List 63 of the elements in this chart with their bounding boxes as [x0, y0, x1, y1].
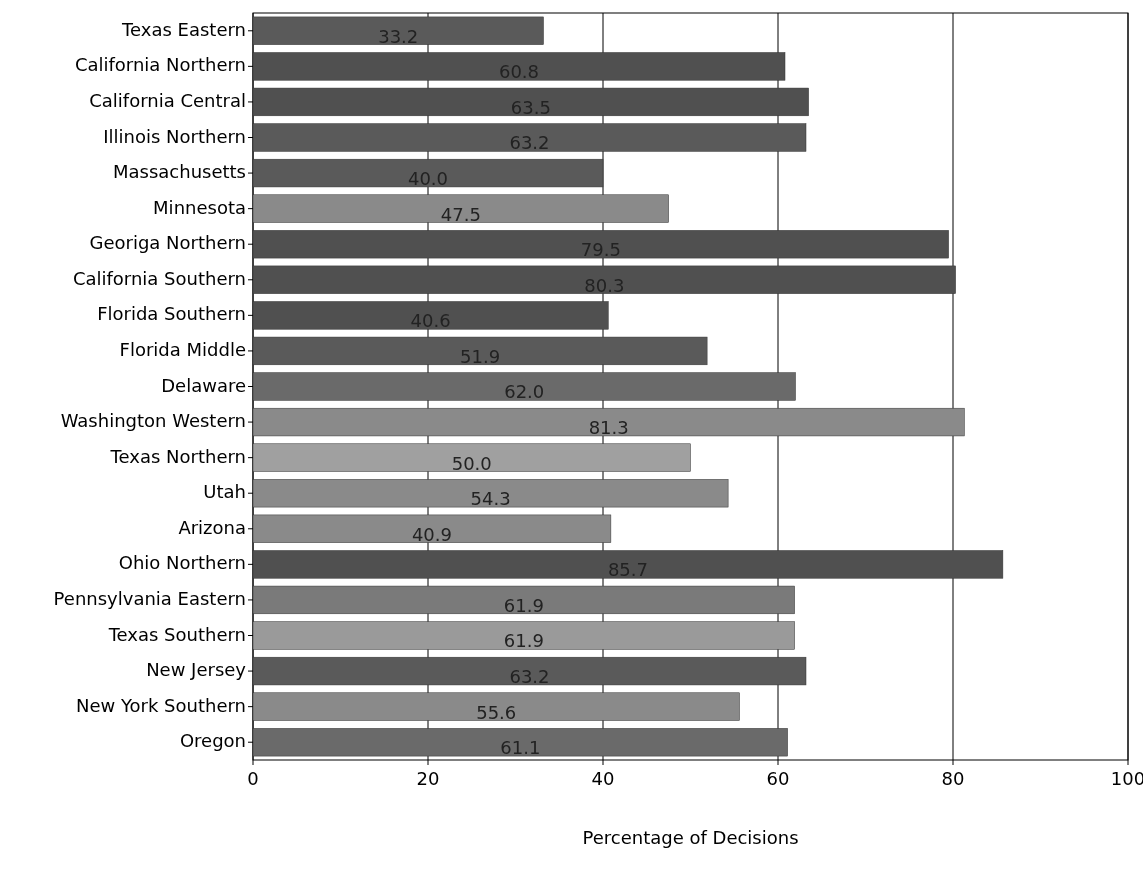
- data-label: 61.9: [503, 630, 544, 652]
- data-label: 61.9: [503, 594, 544, 616]
- bar: [252, 158, 604, 188]
- data-label: 40.9: [411, 523, 452, 545]
- data-label: 61.1: [500, 737, 541, 759]
- bar: [252, 479, 729, 508]
- bar: [252, 87, 809, 117]
- bar: [252, 52, 786, 81]
- y-tick-label: California Northern: [74, 54, 246, 76]
- bar: [252, 728, 788, 757]
- bar: [252, 443, 691, 472]
- data-label: 54.3: [470, 488, 511, 510]
- y-tick-label: California Central: [89, 89, 246, 111]
- data-label: 40.0: [407, 168, 449, 190]
- data-label: 51.9: [460, 345, 501, 367]
- bar: [252, 230, 949, 259]
- y-tick-label: New Jersey: [146, 659, 247, 681]
- y-tick-label: California Southern: [72, 267, 246, 289]
- y-tick-label: Georiga Northern: [89, 232, 246, 254]
- y-tick-label: Massachusetts: [112, 161, 246, 183]
- data-label: 47.5: [440, 203, 481, 225]
- data-label: 55.6: [476, 701, 517, 723]
- data-label: 81.3: [588, 417, 629, 439]
- bar: [252, 194, 669, 223]
- bar: [252, 621, 795, 650]
- y-tick-label: Washington Western: [60, 410, 246, 432]
- bar: [252, 692, 740, 721]
- x-axis-title: Percentage of Decisions: [582, 827, 799, 848]
- y-tick-label: Arizona: [178, 516, 246, 538]
- x-tick-label: 0: [247, 768, 259, 789]
- y-tick-label: Ohio Northern: [118, 552, 246, 574]
- y-tick-label: Texas Southern: [107, 623, 246, 645]
- bar: [252, 336, 708, 366]
- bar: [252, 514, 612, 543]
- x-tick-label: 40: [591, 768, 615, 789]
- bar: [252, 656, 807, 686]
- y-tick-label: Pennsylvania Eastern: [53, 587, 246, 609]
- bar: [252, 123, 807, 152]
- y-tick-label: Illinois Northern: [103, 125, 246, 147]
- bar: [252, 407, 965, 437]
- y-tick-label: Texas Northern: [109, 445, 246, 467]
- y-tick-label: Texas Eastern: [121, 18, 246, 40]
- y-tick-label: Oregon: [179, 730, 246, 752]
- y-tick-label: Minnesota: [153, 196, 246, 218]
- data-label: 50.0: [451, 452, 492, 474]
- x-tick-label: 60: [766, 768, 790, 789]
- data-label: 63.2: [509, 666, 550, 688]
- bar: [252, 585, 795, 615]
- data-label: 63.2: [509, 132, 550, 154]
- data-label: 33.2: [378, 25, 419, 47]
- y-tick-label: Delaware: [161, 374, 246, 396]
- bar: [252, 265, 956, 294]
- y-tick-label: Florida Middle: [119, 338, 246, 360]
- bar: [252, 16, 544, 45]
- y-tick-label: New York Southern: [75, 694, 246, 716]
- x-tick-label: 20: [416, 768, 440, 789]
- bar: [252, 550, 1004, 579]
- y-tick-label: Utah: [203, 481, 246, 503]
- y-tick-label: Florida Southern: [97, 303, 246, 325]
- x-tick-label: 80: [941, 768, 965, 789]
- bar: [252, 301, 609, 330]
- bar: [252, 372, 796, 401]
- data-label: 62.0: [504, 381, 545, 403]
